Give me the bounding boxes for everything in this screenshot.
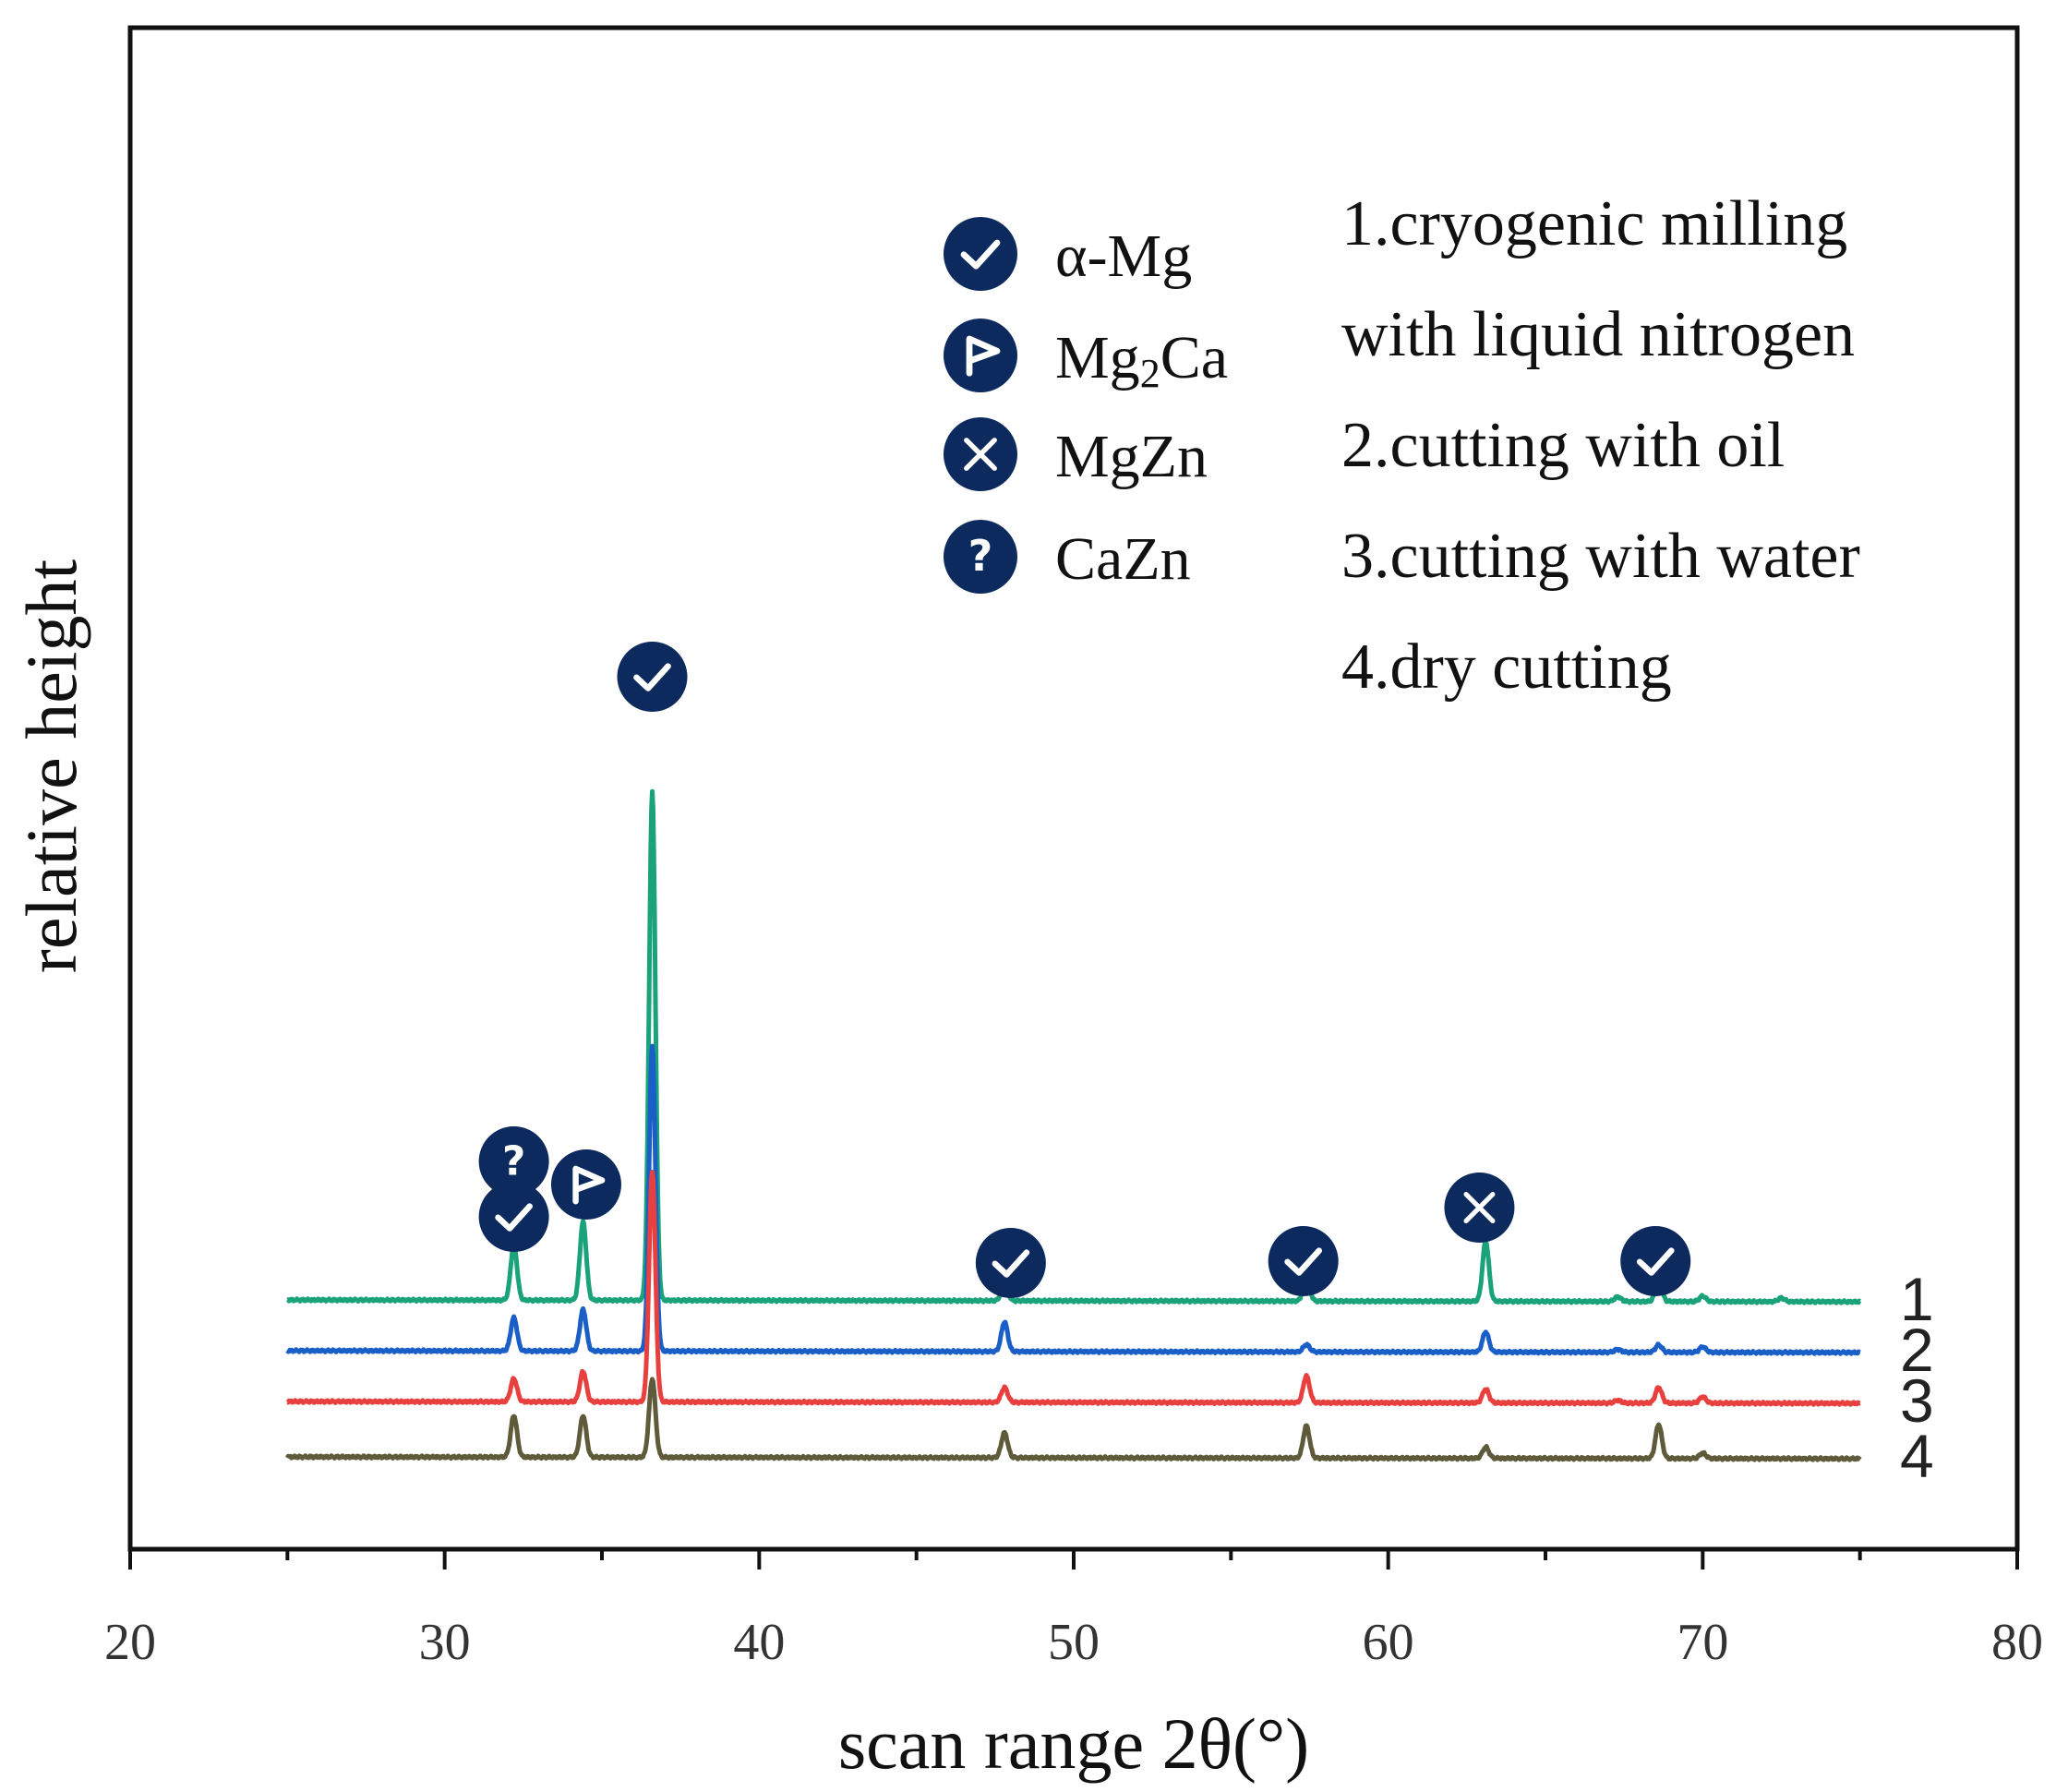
legend-item-check: α-Mg [944,217,1192,291]
check-glyph [960,239,1001,270]
x-tick-label: 40 [733,1614,785,1671]
trace-label-4: 4 [1900,1422,1934,1490]
check-icon [944,217,1017,291]
phase-markers: ? [478,642,1691,1298]
phase-marker-check [1620,1226,1691,1296]
legend-label: α-Mg [1055,222,1192,290]
check-icon [1620,1226,1691,1296]
cross-glyph [1463,1191,1496,1224]
legend-label: CaZn [1055,525,1191,593]
legend-item-flag: Mg2Ca [944,319,1228,396]
question-glyph: ? [968,531,993,581]
trace-label-2: 2 [1900,1316,1934,1384]
trace-1 [285,788,1862,1305]
trace-label-3: 3 [1900,1366,1934,1435]
legend-label: MgZn [1055,423,1208,490]
check-icon [617,642,688,712]
phase-marker-question: ? [478,1126,549,1197]
phase-marker-check [617,642,688,712]
check-glyph [495,1203,533,1232]
check-icon [975,1228,1046,1298]
phase-marker-cross [1444,1173,1515,1243]
y-axis-title: relative height [11,559,91,974]
x-tick-label: 30 [419,1614,471,1671]
check-icon [1268,1226,1339,1296]
condition-note: with liquid nitrogen [1341,299,1855,370]
trace-3 [285,1170,1862,1407]
phase-legend: α-Mg Mg2Ca MgZn? CaZn [944,217,1228,594]
check-icon [478,1182,549,1252]
trace-2 [285,1043,1862,1356]
phase-marker-check [1268,1226,1339,1296]
legend-item-question: ? CaZn [944,520,1191,594]
condition-note: 4.dry cutting [1341,631,1672,703]
phase-marker-check [478,1182,549,1252]
x-tick-label: 20 [104,1614,156,1671]
check-glyph [1636,1247,1675,1276]
check-glyph [1284,1247,1323,1276]
question-glyph: ? [502,1137,525,1185]
cross-glyph [964,438,997,471]
legend-label: Mg2Ca [1055,324,1228,396]
x-tick-label: 50 [1048,1614,1100,1671]
question-icon [478,1126,549,1197]
flag-glyph [966,335,1001,377]
condition-notes: 1.cryogenic milling with liquid nitrogen 2… [1341,188,1860,703]
condition-note: 2.cutting with oil [1341,410,1785,481]
x-tick-label: 80 [1991,1614,2043,1671]
xrd-traces [285,788,1862,1462]
check-glyph [992,1249,1030,1278]
trace-4 [285,1377,1862,1462]
condition-note: 3.cutting with water [1341,521,1860,592]
phase-marker-check [975,1228,1046,1298]
trace-label-1: 1 [1900,1265,1934,1333]
condition-note: 1.cryogenic milling [1341,188,1847,259]
x-axis-ticks: 20 30 40 50 60 70 80 [104,1549,2043,1671]
question-icon [944,520,1017,594]
x-tick-label: 60 [1363,1614,1414,1671]
phase-marker-flag [550,1149,621,1220]
x-tick-label: 70 [1677,1614,1728,1671]
check-glyph [633,663,671,692]
legend-item-cross: MgZn [944,417,1208,491]
x-axis-title: scan range 2θ(°) [838,1703,1309,1784]
flag-glyph [572,1165,606,1205]
